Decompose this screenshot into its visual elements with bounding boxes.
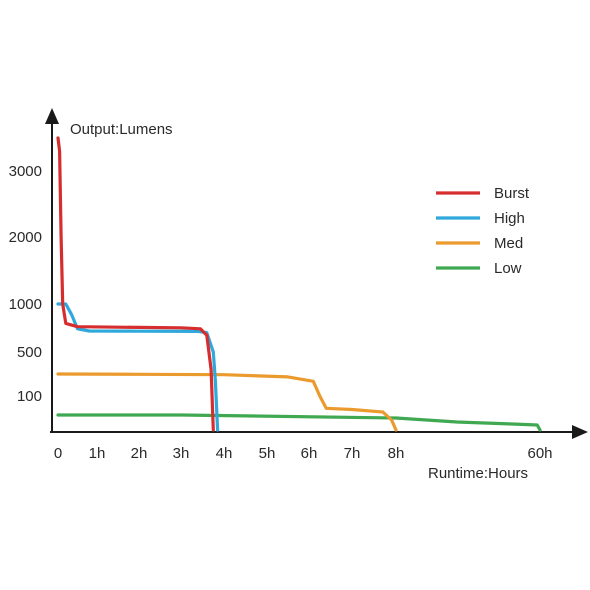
x-tick-label: 6h (301, 445, 318, 462)
y-axis-title: Output:Lumens (70, 121, 173, 138)
y-tick-labels: 100 500 1000 2000 3000 (9, 163, 42, 405)
series-line-med (56, 372, 398, 432)
y-tick-label: 3000 (9, 163, 42, 180)
x-tick-label: 8h (388, 445, 405, 462)
series-line-burst (56, 136, 215, 432)
x-tick-label: 4h (216, 445, 233, 462)
x-tick-label: 1h (89, 445, 106, 462)
x-tick-label: 7h (344, 445, 361, 462)
y-tick-label: 100 (17, 388, 42, 405)
x-tick-label: 0 (54, 445, 62, 462)
legend-label-high: High (494, 210, 525, 227)
legend-label-low: Low (494, 260, 522, 277)
x-tick-label: 60h (527, 445, 552, 462)
x-tick-label: 3h (173, 445, 190, 462)
x-tick-labels: 0 1h 2h 3h 4h 5h 6h 7h 8h 60h (54, 445, 553, 462)
x-axis-arrow (572, 425, 588, 439)
series-line-low (56, 413, 542, 432)
series-lines (56, 136, 542, 432)
legend: Burst High Med Low (436, 185, 530, 277)
legend-label-burst: Burst (494, 185, 530, 202)
series-line-high (56, 302, 220, 432)
x-tick-label: 2h (131, 445, 148, 462)
y-axis-arrow (45, 108, 59, 124)
y-tick-label: 500 (17, 344, 42, 361)
x-axis-title: Runtime:Hours (428, 465, 528, 482)
y-tick-label: 1000 (9, 296, 42, 313)
x-tick-label: 5h (259, 445, 276, 462)
legend-label-med: Med (494, 235, 523, 252)
y-tick-label: 2000 (9, 229, 42, 246)
